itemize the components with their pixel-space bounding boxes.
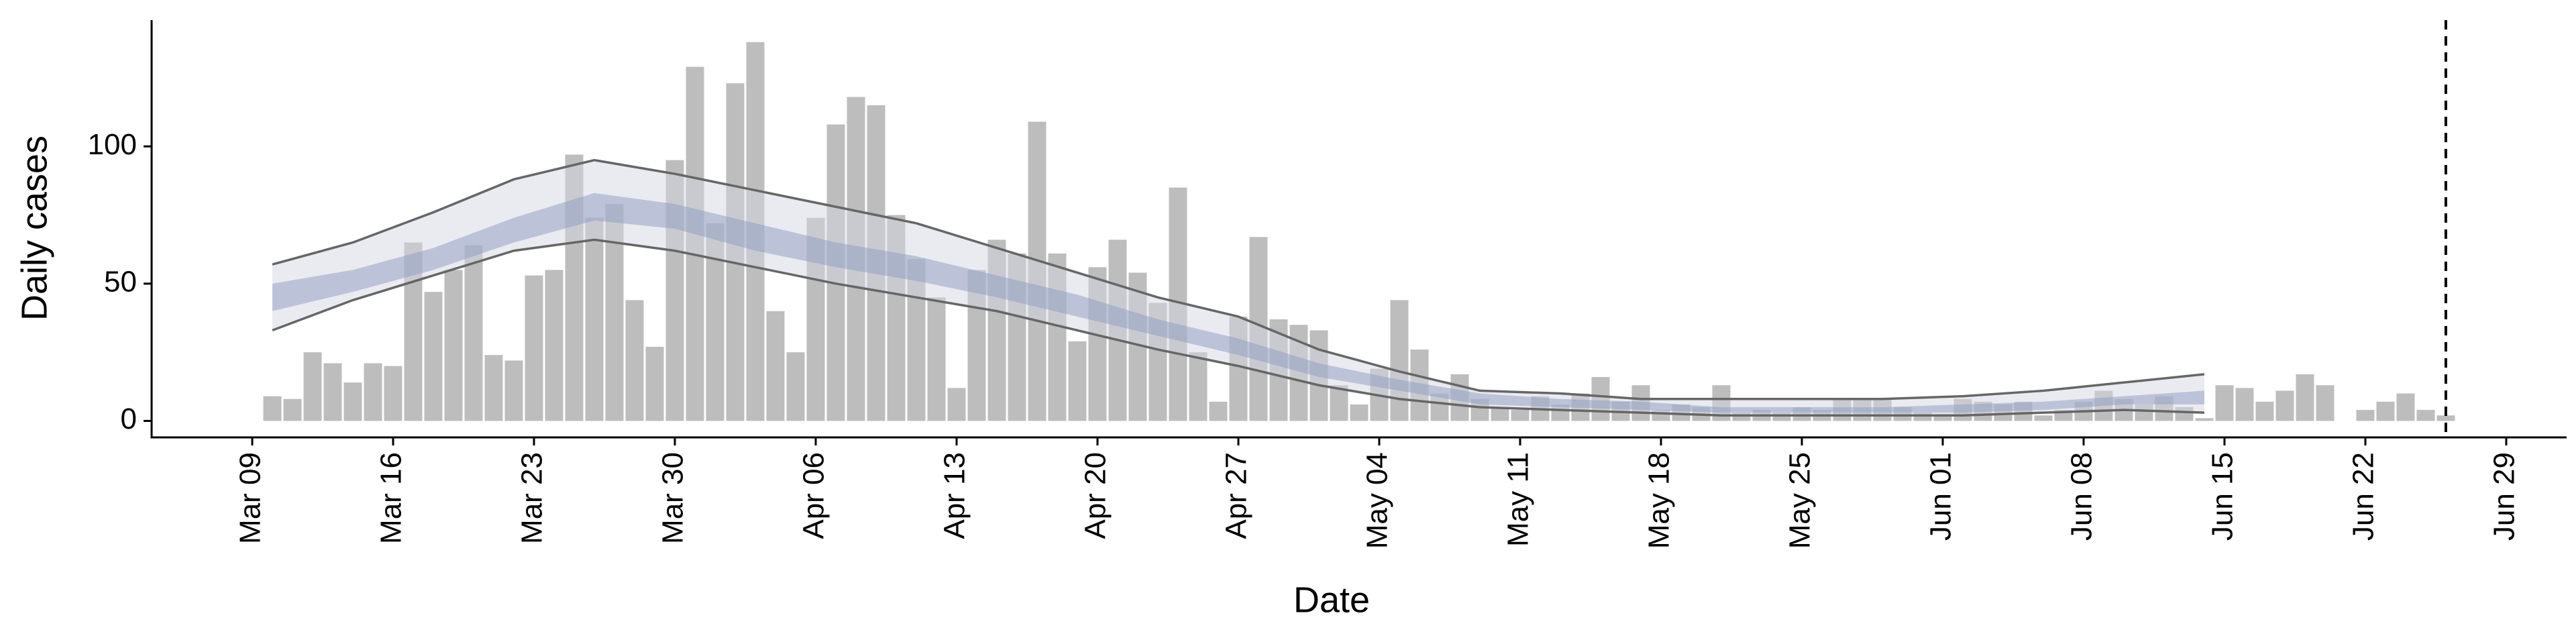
bar: [1330, 385, 1348, 421]
bar: [263, 396, 282, 421]
x-tick-label: Jun 22: [2347, 452, 2380, 541]
bar: [464, 245, 483, 421]
x-tick-label: May 04: [1361, 452, 1394, 549]
x-tick-label: Mar 30: [657, 452, 690, 544]
bar: [585, 217, 604, 421]
bar: [1491, 407, 1509, 421]
bar: [303, 352, 322, 421]
bar: [504, 360, 523, 421]
y-tick-label: 0: [121, 402, 137, 435]
inner-band: [272, 193, 2204, 413]
y-tick-label: 50: [104, 265, 137, 298]
bar: [343, 382, 362, 421]
x-tick-label: Apr 13: [938, 452, 971, 539]
bar: [545, 270, 564, 421]
bar: [1933, 415, 1952, 421]
bar: [1189, 352, 1208, 421]
bar: [2316, 385, 2334, 421]
bar: [645, 346, 664, 421]
bar: [2195, 418, 2214, 421]
bar: [1511, 410, 1529, 421]
bar: [1350, 404, 1368, 421]
bar: [2416, 410, 2435, 421]
bar: [2296, 374, 2314, 421]
x-tick-label: Mar 23: [516, 452, 549, 544]
y-tick-label: 100: [88, 128, 137, 161]
bar: [786, 352, 805, 421]
x-tick-label: May 11: [1502, 452, 1535, 547]
x-tick-label: Jun 15: [2206, 452, 2239, 541]
bar: [1068, 341, 1087, 421]
bar: [525, 275, 543, 421]
x-tick-label: Jun 08: [2065, 452, 2098, 541]
bar: [2215, 385, 2234, 421]
x-tick-label: Mar 16: [375, 452, 408, 544]
bar: [424, 292, 443, 421]
x-tick-label: Mar 09: [234, 452, 267, 544]
bar: [1209, 401, 1228, 421]
bar: [2436, 415, 2455, 421]
bar: [2235, 388, 2254, 421]
bar: [2376, 401, 2395, 421]
bar: [2034, 415, 2053, 421]
x-axis-title: Date: [1293, 580, 1370, 620]
bar: [2275, 390, 2294, 421]
x-tick-label: May 25: [1784, 452, 1817, 549]
bar: [625, 300, 644, 421]
band-line: [272, 158, 2205, 400]
bar: [766, 311, 785, 421]
x-tick-label: Jun 29: [2488, 452, 2521, 541]
x-tick-label: Apr 27: [1220, 452, 1253, 539]
bar: [444, 270, 463, 421]
bar: [364, 363, 382, 421]
bar: [384, 366, 402, 421]
bar: [2255, 401, 2274, 421]
bar: [2396, 393, 2415, 421]
band-line: [272, 238, 2205, 417]
bar: [927, 297, 946, 421]
x-tick-label: May 18: [1643, 452, 1676, 549]
bar: [283, 398, 302, 421]
x-tick-label: Apr 20: [1079, 452, 1112, 539]
bar: [484, 355, 503, 421]
bar: [947, 388, 966, 421]
x-tick-label: Apr 06: [798, 452, 830, 539]
bar: [1390, 300, 1409, 421]
y-axis-title: Daily cases: [14, 136, 54, 321]
x-tick-label: Jun 01: [1925, 452, 1957, 541]
bar: [323, 363, 342, 421]
bar: [2356, 410, 2375, 421]
